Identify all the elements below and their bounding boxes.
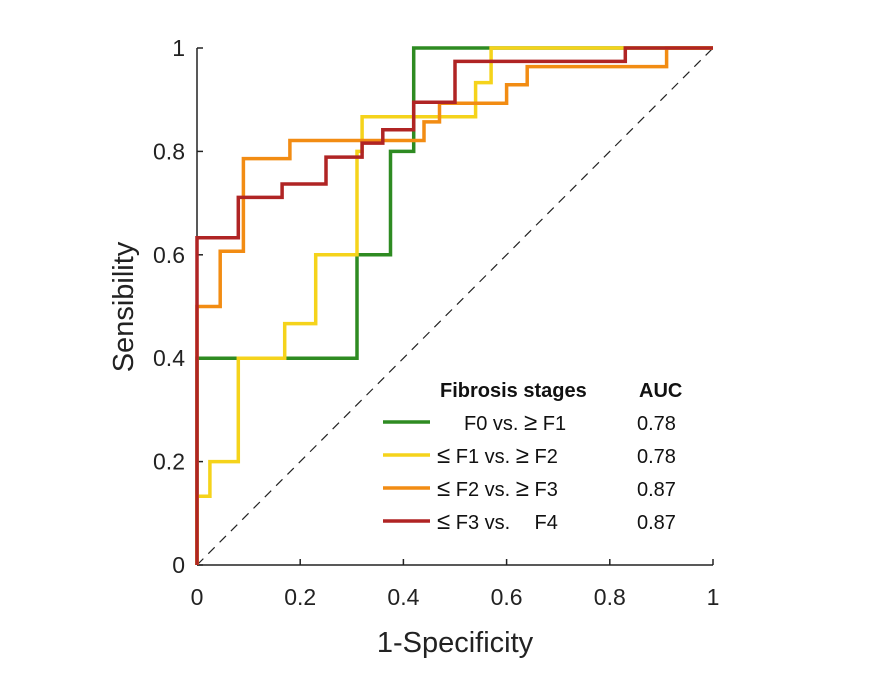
x-axis-title: 1-Specificity: [377, 627, 534, 659]
tick-labels: 0 0.2 0.4 0.6 0.8 1 0 0.2 0.4 0.6 0.8 1: [153, 35, 719, 610]
y-tick-label: 1: [172, 35, 185, 61]
y-tick-label: 0.2: [153, 449, 185, 475]
legend-row: ≤ F2 vs. ≥ F3 0.87: [383, 475, 676, 502]
x-tick-label: 0.2: [284, 584, 316, 610]
legend: Fibrosis stages AUC F0 vs. ≥ F1 0.78≤ F1 …: [383, 380, 682, 535]
legend-label: ≤ F2 vs. ≥ F3: [437, 475, 558, 502]
roc-curves: [195, 46, 713, 565]
legend-row: ≤ F1 vs. ≥ F2 0.78: [383, 442, 676, 469]
reference-diagonal: [196, 47, 714, 566]
roc-curve-2: [195, 46, 713, 565]
legend-rows: F0 vs. ≥ F1 0.78 ≤ F1 vs. ≥ F2 0.78 ≤ F2 vs.…: [383, 409, 676, 535]
legend-label: F0 vs. ≥ F1: [464, 409, 566, 436]
legend-header: Fibrosis stages: [440, 380, 587, 402]
roc-curve-4: [195, 46, 713, 565]
y-tick-label: 0.8: [153, 138, 185, 164]
legend-auc-value: 0.87: [637, 479, 676, 501]
x-tick-label: 0.6: [491, 584, 523, 610]
x-tick-label: 0: [191, 584, 204, 610]
legend-auc-value: 0.87: [637, 512, 676, 534]
legend-label: ≤ F1 vs. ≥ F2: [437, 442, 558, 469]
legend-row: ≤ F3 vs. ≥ F4 0.87: [383, 508, 676, 535]
y-axis-title: Sensibility: [108, 241, 140, 372]
legend-auc-header: AUC: [639, 380, 682, 402]
x-tick-label: 0.8: [594, 584, 626, 610]
y-tick-label: 0: [172, 552, 185, 578]
y-tick-label: 0.6: [153, 242, 185, 268]
x-tick-label: 1: [707, 584, 720, 610]
legend-row: F0 vs. ≥ F1 0.78: [383, 409, 676, 436]
legend-auc-value: 0.78: [637, 413, 676, 435]
legend-auc-value: 0.78: [637, 446, 676, 468]
roc-curve-3: [195, 46, 713, 565]
x-tick-label: 0.4: [387, 584, 419, 610]
legend-label: ≤ F3 vs. ≥ F4: [437, 508, 558, 535]
y-tick-label: 0.4: [153, 345, 185, 371]
